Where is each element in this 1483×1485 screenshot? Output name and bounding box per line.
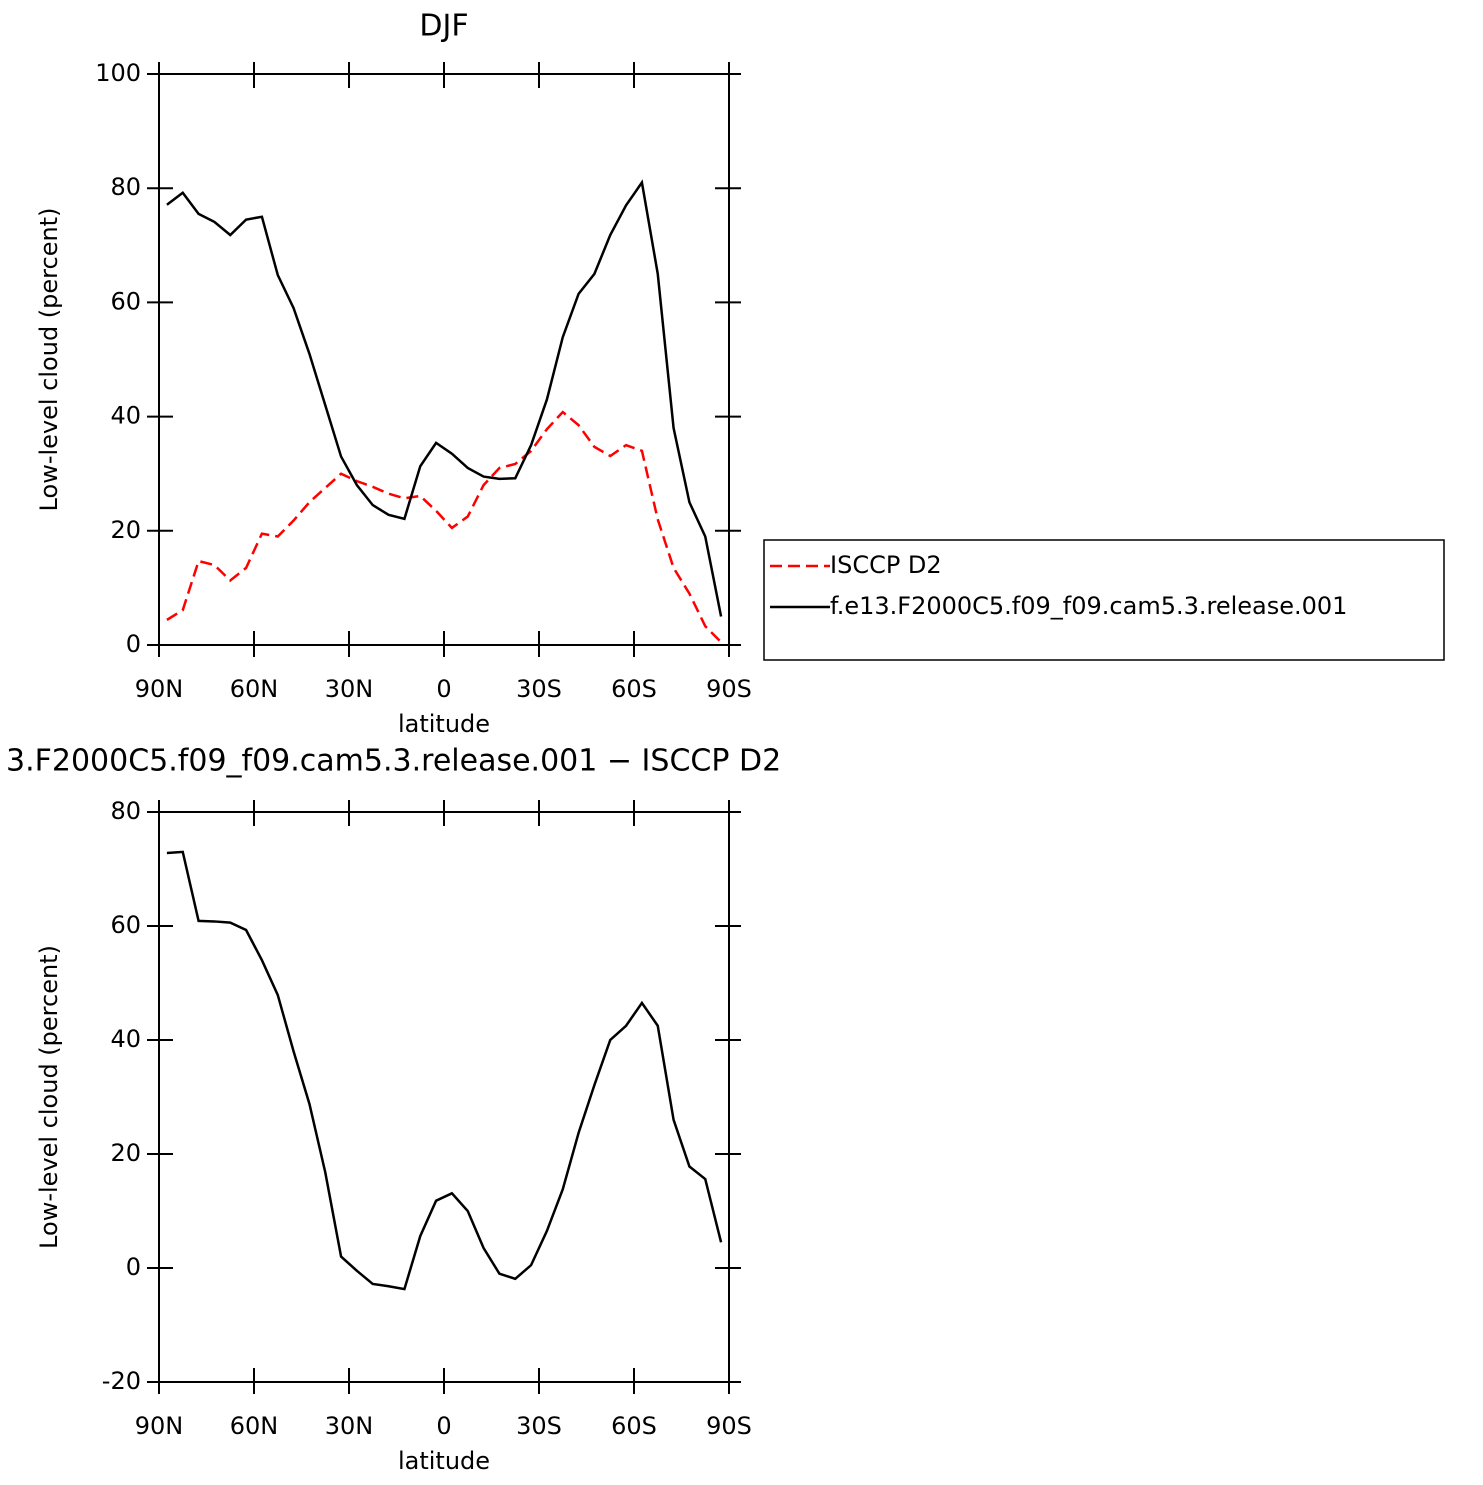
x-tick-label: 0 — [436, 675, 451, 703]
x-tick-label: 90N — [135, 1412, 184, 1440]
x-axis-label: latitude — [398, 1447, 490, 1475]
y-tick-label: 100 — [95, 59, 141, 87]
x-tick-label: 0 — [436, 1412, 451, 1440]
plot-frame — [158, 73, 730, 646]
x-axis-label: latitude — [398, 710, 490, 738]
x-tick-label: 30S — [516, 1412, 562, 1440]
x-tick-label: 60S — [611, 675, 657, 703]
legend-label: ISCCP D2 — [830, 551, 942, 579]
y-tick-label: 0 — [126, 1253, 141, 1281]
y-tick-label: 40 — [110, 1025, 141, 1053]
x-tick-label: 60N — [230, 675, 279, 703]
y-tick-label: 80 — [110, 173, 141, 201]
plot-frame — [158, 811, 730, 1383]
y-tick-label: 0 — [126, 630, 141, 658]
data-line — [166, 410, 722, 644]
x-tick-label: 90N — [135, 675, 184, 703]
chart-title: DJF — [419, 9, 468, 44]
y-tick-label: 80 — [110, 797, 141, 825]
x-tick-label: 30S — [516, 675, 562, 703]
y-tick-label: 40 — [110, 402, 141, 430]
x-tick-label: 60N — [230, 1412, 279, 1440]
x-tick-label: 60S — [611, 1412, 657, 1440]
x-tick-label: 90S — [706, 1412, 752, 1440]
y-axis-label: Low-level cloud (percent) — [35, 945, 63, 1249]
y-tick-label: 20 — [110, 516, 141, 544]
chart-title: 3.F2000C5.f09_f09.cam5.3.release.001 − I… — [6, 744, 781, 779]
legend-label: f.e13.F2000C5.f09_f09.cam5.3.release.001 — [830, 592, 1347, 620]
y-tick-label: 20 — [110, 1139, 141, 1167]
data-line — [166, 179, 723, 617]
legend-box — [763, 539, 1445, 661]
y-tick-label: 60 — [110, 287, 141, 315]
data-line — [166, 850, 723, 1291]
y-tick-label: -20 — [102, 1367, 141, 1395]
y-axis-label: Low-level cloud (percent) — [35, 208, 63, 512]
y-tick-label: 60 — [110, 911, 141, 939]
x-tick-label: 30N — [325, 1412, 374, 1440]
x-tick-label: 30N — [325, 675, 374, 703]
x-tick-label: 90S — [706, 675, 752, 703]
